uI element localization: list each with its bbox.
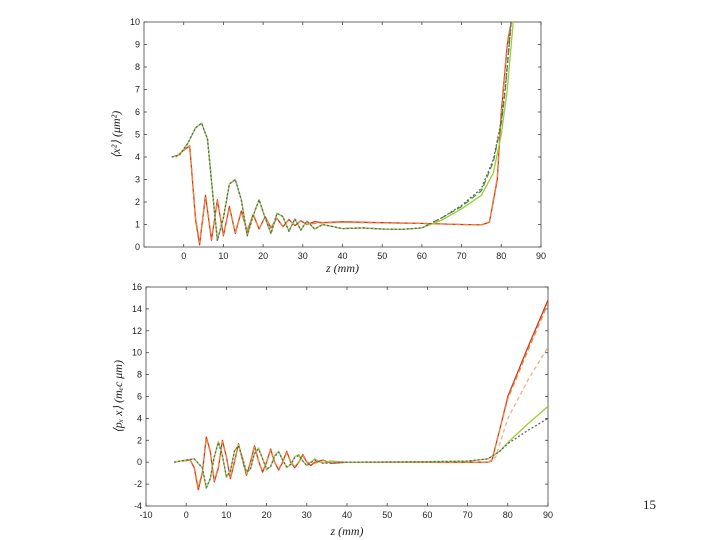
y-tick-label: -4 <box>134 501 142 511</box>
y-tick-label: 10 <box>130 17 140 27</box>
x-tick-label: 60 <box>422 510 432 520</box>
x-tick-label: 80 <box>496 251 506 261</box>
y-tick-label: 7 <box>135 85 140 95</box>
y-tick-label: 10 <box>132 348 142 358</box>
y-tick-label: 9 <box>135 40 140 50</box>
series-line-2 <box>175 22 512 244</box>
x-tick-label: 30 <box>298 251 308 261</box>
x-tick-label: 40 <box>337 251 347 261</box>
y-tick-label: 4 <box>135 152 140 162</box>
series-line-3 <box>171 22 512 241</box>
series-line-4 <box>171 22 514 241</box>
y-tick-label: 2 <box>137 435 142 445</box>
x-tick-label: 30 <box>302 510 312 520</box>
x-tick-label: 90 <box>536 251 546 261</box>
y-tick-label: 1 <box>135 220 140 230</box>
y-axis-label: ⟨x²⟩ (μm²) <box>109 111 123 159</box>
series-line-2 <box>182 303 548 489</box>
page-number: 15 <box>643 497 656 512</box>
x-axis-label: z (mm) <box>325 261 359 275</box>
x-tick-label: 0 <box>184 510 189 520</box>
x-tick-label: 90 <box>543 510 553 520</box>
series-line-5 <box>171 22 512 241</box>
y-tick-label: 12 <box>132 326 142 336</box>
x-tick-label: 50 <box>382 510 392 520</box>
y-tick-label: 6 <box>137 392 142 402</box>
y-tick-label: 5 <box>135 130 140 140</box>
y-tick-label: -2 <box>134 479 142 489</box>
y-tick-label: 2 <box>135 197 140 207</box>
x-tick-label: 20 <box>258 251 268 261</box>
y-tick-label: 4 <box>137 413 142 423</box>
y-axis-label: ⟨pₓ x⟩ (mₑc μm) <box>111 360 125 433</box>
y-tick-label: 6 <box>135 107 140 117</box>
x-tick-label: -10 <box>139 510 152 520</box>
x-tick-label: 40 <box>342 510 352 520</box>
x-axis-label: z (mm) <box>330 524 364 538</box>
x-tick-label: 70 <box>463 510 473 520</box>
series-group <box>171 22 514 246</box>
series-line-1 <box>182 299 548 491</box>
chart-px-x-correlation: -10 0 10 20 30 40 50 60 70 80 90 -4 -2 0 2 4 6 8 10 12 14 16 z… <box>111 282 553 538</box>
y-tick-label: 16 <box>132 282 142 292</box>
y-tick-label: 8 <box>135 62 140 72</box>
plot-frame <box>145 286 549 507</box>
x-tick-label: 70 <box>457 251 467 261</box>
x-tick-label: 50 <box>377 251 387 261</box>
chart-mean-square-x: 0 10 20 30 40 50 60 70 80 90 0 1 2 3 4 5 6 7 8 9 10 z (mm) ⟨x²… <box>109 17 546 275</box>
x-tick-label: 10 <box>221 510 231 520</box>
y-tick-label: 0 <box>137 457 142 467</box>
y-tick-label: 14 <box>132 304 142 314</box>
y-tick-label: 0 <box>135 242 140 252</box>
series-line-1 <box>175 22 512 246</box>
x-tick-label: 80 <box>503 510 513 520</box>
y-tick-label: 3 <box>135 175 140 185</box>
series-line-3 <box>487 346 548 463</box>
x-tick-label: 10 <box>218 251 228 261</box>
x-tick-label: 0 <box>181 251 186 261</box>
y-tick-label: 8 <box>137 370 142 380</box>
series-line-5 <box>173 417 548 489</box>
x-tick-label: 20 <box>262 510 272 520</box>
x-tick-label: 60 <box>417 251 427 261</box>
series-group <box>173 299 548 491</box>
